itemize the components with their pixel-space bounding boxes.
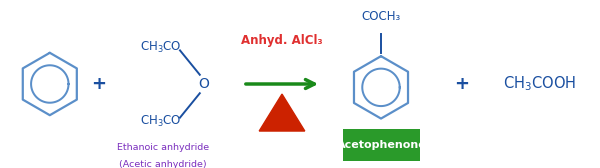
Text: CH$_3$CO: CH$_3$CO <box>140 113 182 129</box>
Text: Acetophenone: Acetophenone <box>337 140 427 150</box>
Polygon shape <box>259 94 305 131</box>
FancyBboxPatch shape <box>343 129 420 161</box>
Text: (Acetic anhydride): (Acetic anhydride) <box>119 160 207 168</box>
Text: CH$_3$CO: CH$_3$CO <box>140 39 182 55</box>
Text: Ethanoic anhydride: Ethanoic anhydride <box>117 143 209 152</box>
Text: COCH₃: COCH₃ <box>361 10 401 23</box>
Text: +: + <box>455 75 470 93</box>
Text: Anhyd. AlCl₃: Anhyd. AlCl₃ <box>241 34 323 47</box>
Text: +: + <box>91 75 107 93</box>
Text: O: O <box>199 77 209 91</box>
Text: CH$_3$COOH: CH$_3$COOH <box>503 75 577 93</box>
